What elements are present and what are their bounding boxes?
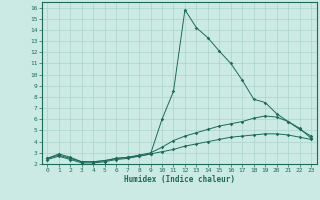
X-axis label: Humidex (Indice chaleur): Humidex (Indice chaleur): [124, 175, 235, 184]
